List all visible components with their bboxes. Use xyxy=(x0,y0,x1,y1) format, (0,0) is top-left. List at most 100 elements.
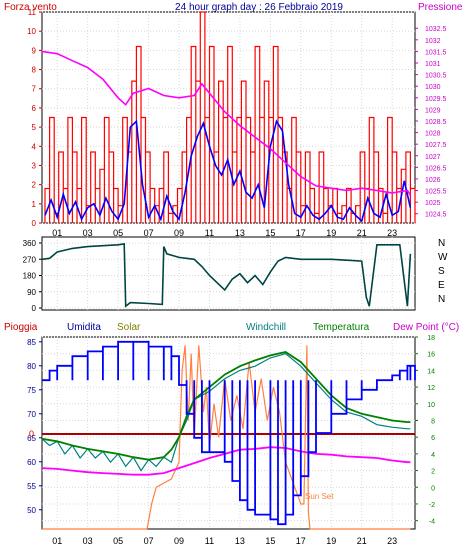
compass-label: N xyxy=(438,294,445,305)
y2-tick-label: 18 xyxy=(427,335,435,342)
y2-tick-label: 4 xyxy=(431,452,435,459)
y-tick-label: 75 xyxy=(27,386,36,395)
x-tick-label: 09 xyxy=(174,228,184,238)
y-tick-label: 270 xyxy=(23,255,37,264)
wind-speed-axis: 0 1 2 3 4 5 6 7 8 9 10 11 xyxy=(27,8,42,228)
y-tick-label: 70 xyxy=(27,410,36,419)
y2-tick-label: 1025 xyxy=(425,200,441,207)
dewpoint-title: Dew Point (°C) xyxy=(393,322,459,333)
temperature-axis: -4 -2 0 2 4 6 8 10 12 14 16 18 xyxy=(415,335,435,526)
y2-tick-label: 10 xyxy=(427,402,435,409)
pressure-axis: 1032.5 1032 1031.5 1031 1030.5 1030 1029.5 1029… xyxy=(415,26,447,219)
y2-tick-label: -4 xyxy=(429,519,435,526)
wind-direction-series xyxy=(41,242,412,308)
y-tick-label: 10 xyxy=(27,27,36,36)
wind-direction-grid xyxy=(42,237,415,310)
compass-label: E xyxy=(438,280,445,291)
y2-tick-label: 0 xyxy=(431,485,435,492)
y-tick-label: 5 xyxy=(32,123,37,132)
humidity-temperature-series xyxy=(41,340,416,530)
y2-tick-label: 1025.5 xyxy=(425,189,447,196)
y2-tick-label: 1029 xyxy=(425,107,441,114)
x-tick-label: 07 xyxy=(144,228,154,238)
y2-tick-label: 1032.5 xyxy=(425,26,447,33)
y-tick-label: 65 xyxy=(27,434,36,443)
windchill-title: Windchill xyxy=(246,322,286,333)
rain-zero-label: 0 xyxy=(29,429,34,439)
wind-direction-panel xyxy=(41,236,416,311)
pioggia-title: Pioggia xyxy=(4,322,38,333)
y2-tick-label: 1029.5 xyxy=(425,96,447,103)
y2-tick-label: 1027.5 xyxy=(425,142,447,149)
y2-tick-label: 2 xyxy=(431,469,435,476)
y2-tick-label: 14 xyxy=(427,368,435,375)
x-tick-label: 11 xyxy=(205,228,214,238)
y-tick-label: 0 xyxy=(32,304,37,313)
humidity-series xyxy=(42,340,416,526)
x-tick-label: 21 xyxy=(357,536,367,546)
x-tick-label: 11 xyxy=(205,536,214,546)
y-tick-label: 60 xyxy=(27,458,36,467)
y2-tick-label: 16 xyxy=(427,352,435,359)
y-tick-label: 4 xyxy=(32,142,37,151)
y-tick-label: 55 xyxy=(27,482,36,491)
solar-title: Solar xyxy=(117,322,141,333)
wind-direction-series xyxy=(41,242,412,308)
wind-pressure-panel xyxy=(41,11,416,224)
graph-day-title: 24 hour graph day : 26 Febbraio 2019 xyxy=(175,2,343,13)
y-tick-label: 80 xyxy=(27,362,36,371)
y-tick-label: 360 xyxy=(23,239,37,248)
x-tick-label: 01 xyxy=(52,536,62,546)
pressione-title: Pressione xyxy=(418,2,463,13)
y-tick-label: 6 xyxy=(32,104,37,113)
temperature-series xyxy=(41,351,411,461)
x-tick-label: 09 xyxy=(174,536,184,546)
x-tick-label: 21 xyxy=(357,228,367,238)
humidity-axis: 50 55 60 65 70 75 80 85 xyxy=(27,338,42,515)
forza-vento-title: Forza vento xyxy=(4,2,57,13)
y2-tick-label: 1030 xyxy=(425,84,441,91)
sunset-label: Sun Set xyxy=(305,492,334,501)
degrees-axis: 0 90 180 270 360 xyxy=(23,239,42,313)
solar-series xyxy=(42,345,411,530)
x-tick-label: 07 xyxy=(144,536,154,546)
temperatura-title: Temperatura xyxy=(313,322,370,333)
hour-axis-panel3: 01 03 05 07 09 11 13 15 17 19 21 23 xyxy=(52,536,397,546)
y2-tick-label: 1032 xyxy=(425,38,441,45)
y-tick-label: 0 xyxy=(32,219,37,228)
compass-label: S xyxy=(438,266,445,277)
x-tick-label: 15 xyxy=(265,228,275,238)
y-tick-label: 180 xyxy=(23,272,37,281)
x-tick-label: 03 xyxy=(83,228,93,238)
x-tick-label: 03 xyxy=(83,536,93,546)
y-tick-label: 11 xyxy=(28,8,37,17)
y2-tick-label: 1026.5 xyxy=(425,165,447,172)
x-tick-label: 17 xyxy=(296,228,306,238)
y2-tick-label: 1031 xyxy=(425,61,441,68)
y2-tick-label: 1031.5 xyxy=(425,49,447,56)
y-tick-label: 50 xyxy=(27,506,36,515)
y-tick-label: 85 xyxy=(27,338,36,347)
y-tick-label: 90 xyxy=(27,288,36,297)
y2-tick-label: -2 xyxy=(429,502,435,509)
x-tick-label: 13 xyxy=(235,228,245,238)
y-tick-label: 1 xyxy=(32,200,37,209)
compass-label: W xyxy=(438,252,448,263)
x-tick-label: 19 xyxy=(326,228,336,238)
pressure-series xyxy=(41,50,412,196)
y-tick-label: 9 xyxy=(32,46,37,55)
x-tick-label: 01 xyxy=(52,228,62,238)
compass-label: N xyxy=(438,238,445,249)
y2-tick-label: 1027 xyxy=(425,154,441,161)
x-tick-label: 15 xyxy=(265,536,275,546)
y2-tick-label: 1028.5 xyxy=(425,119,447,126)
y2-tick-label: 1028 xyxy=(425,131,441,138)
windchill-series xyxy=(41,353,411,472)
y2-tick-label: 1030.5 xyxy=(425,73,447,80)
x-tick-label: 19 xyxy=(326,536,336,546)
y2-tick-label: 8 xyxy=(431,418,435,425)
wind-pressure-series xyxy=(41,11,416,223)
umidita-title: Umidita xyxy=(67,322,101,333)
